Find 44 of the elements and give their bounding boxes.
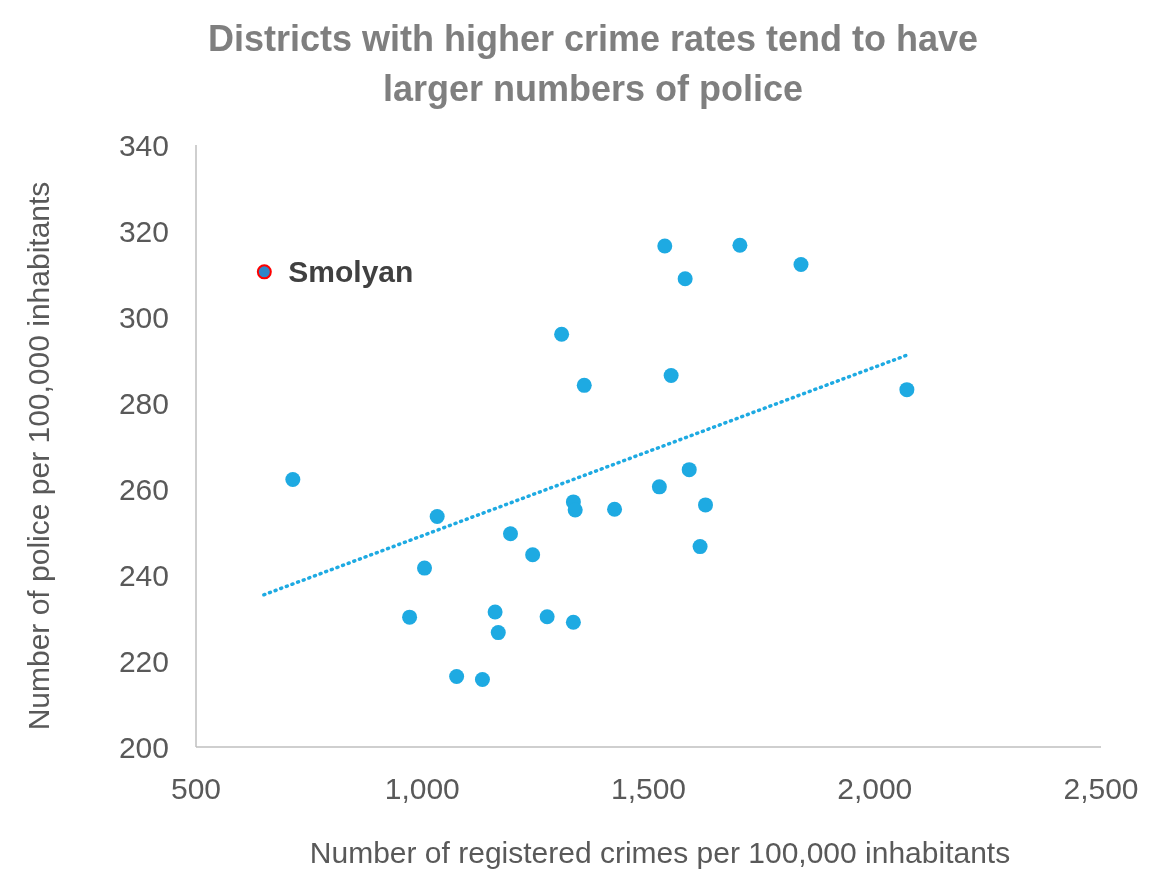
point xyxy=(651,479,667,495)
point xyxy=(567,502,583,518)
chart-title: Districts with higher crime rates tend to have larger numbers of police xyxy=(207,17,979,109)
x-tick-label: 2,000 xyxy=(837,772,913,805)
point xyxy=(793,257,809,273)
y-tick-label: 320 xyxy=(118,214,169,248)
point xyxy=(663,367,679,383)
point xyxy=(417,560,433,576)
y-tick-label: 300 xyxy=(118,300,169,334)
point xyxy=(449,668,465,684)
x-tick-label: 1,500 xyxy=(610,772,687,805)
point xyxy=(490,625,506,641)
point xyxy=(732,237,748,253)
point xyxy=(285,472,301,488)
x-tick-label: 1,000 xyxy=(384,772,460,805)
x-axis-title: Number of registered crimes per 100,000 inhabitants xyxy=(309,835,1011,869)
point xyxy=(681,462,697,478)
point xyxy=(474,671,490,687)
point xyxy=(677,271,693,287)
point xyxy=(576,377,592,393)
point xyxy=(565,614,581,630)
point xyxy=(502,526,518,542)
y-tick-label: 240 xyxy=(118,558,169,592)
point xyxy=(429,509,445,525)
x-tick-label: 2,500 xyxy=(1063,772,1139,805)
point xyxy=(692,539,708,555)
x-tick-label: 500 xyxy=(170,772,222,805)
y-tick-label: 220 xyxy=(118,644,169,678)
point xyxy=(657,238,673,254)
y-tick-label: 260 xyxy=(118,472,169,506)
point xyxy=(554,326,570,342)
point xyxy=(402,609,418,625)
y-axis-title: Number of police per 100,000 inhabitants xyxy=(21,181,55,731)
y-tick-label: 280 xyxy=(118,386,169,420)
point xyxy=(539,609,555,625)
y-tick-label: 200 xyxy=(118,730,169,764)
series-label: Smolyan xyxy=(288,255,414,289)
point xyxy=(256,264,272,280)
point xyxy=(525,547,541,563)
y-tick-label: 340 xyxy=(118,128,169,162)
point xyxy=(607,501,623,517)
point xyxy=(698,497,714,513)
point xyxy=(899,382,915,398)
point xyxy=(487,604,503,620)
